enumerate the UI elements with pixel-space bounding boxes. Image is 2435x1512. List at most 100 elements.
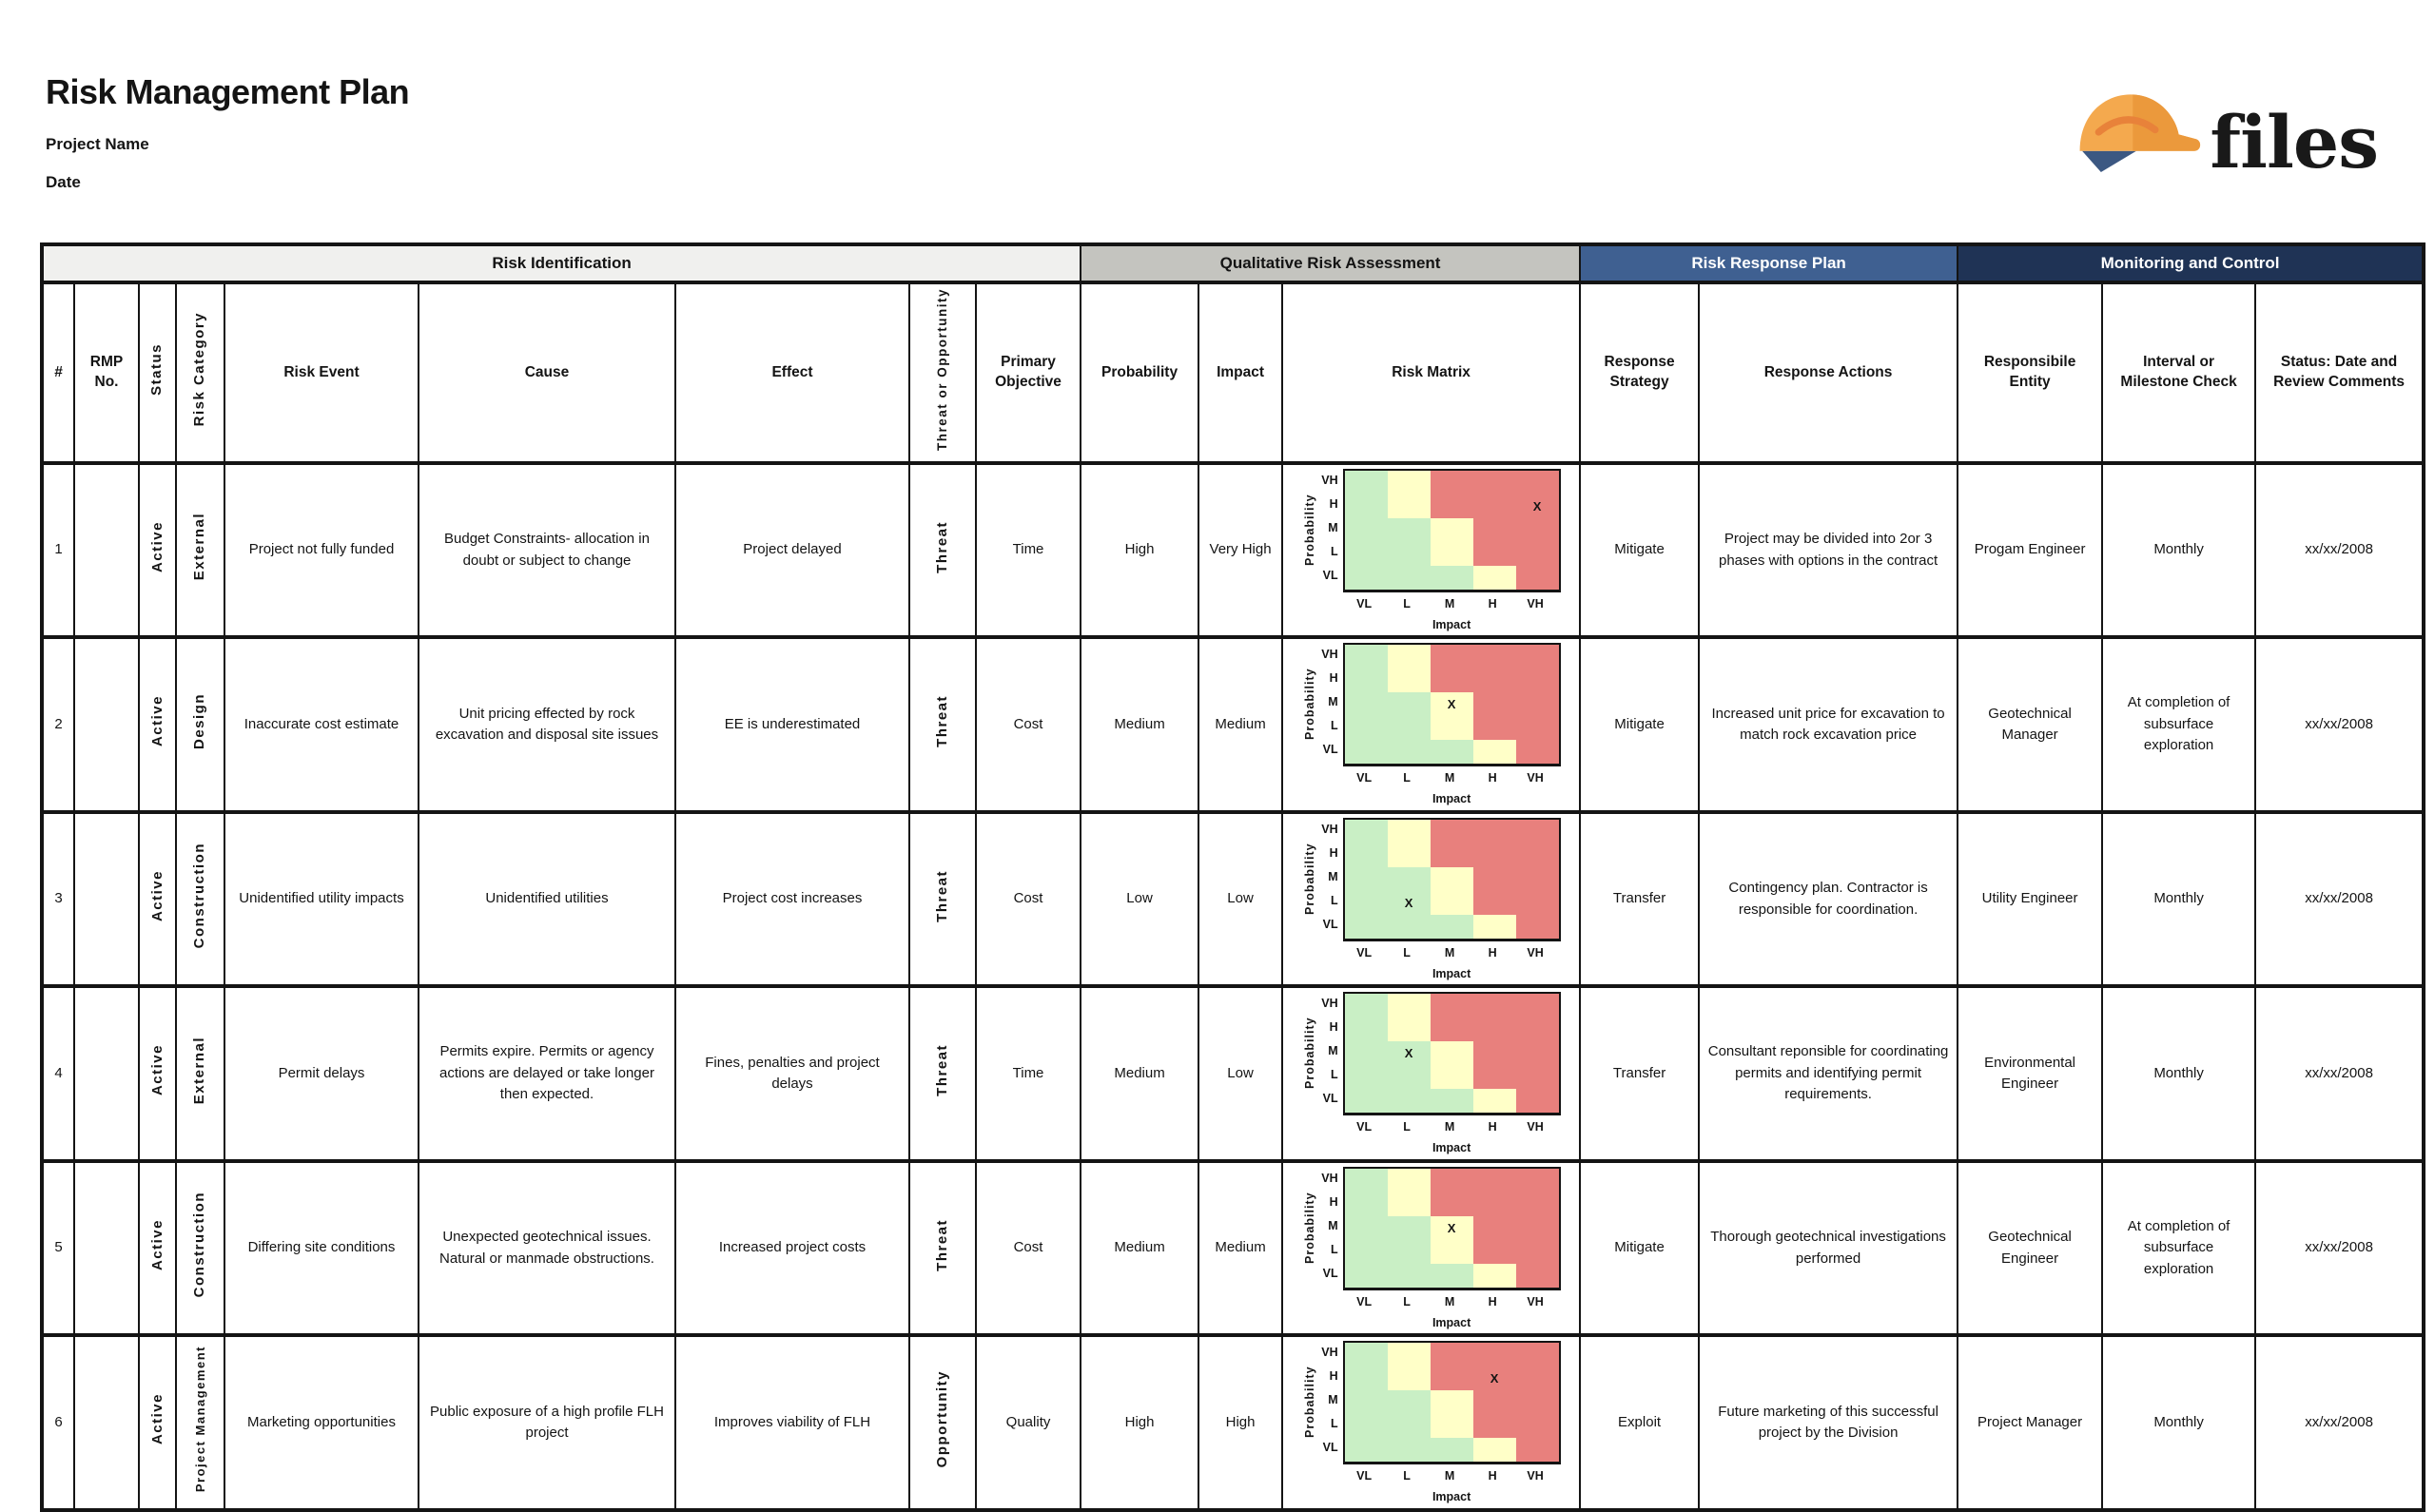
cell-rmp-no — [73, 809, 140, 988]
date-label: Date — [46, 173, 81, 191]
cell-threat-or-opportunity-text: Threat — [933, 1044, 950, 1096]
cell-status-date-review-comments: xx/xx/2008 — [2254, 460, 2425, 639]
matrix-cell — [1515, 843, 1559, 867]
matrix-cell — [1344, 843, 1388, 867]
hardhat-icon — [2079, 94, 2201, 173]
matrix-x-tick: M — [1444, 771, 1455, 785]
cell-responsibile-entity: Environmental Engineer — [1957, 984, 2104, 1162]
cell-primary-objective: Quality — [974, 1333, 1082, 1511]
matrix-cell — [1430, 1438, 1473, 1463]
matrix-cell — [1472, 1215, 1516, 1240]
col-interval-or-milestone-check: Interval or Milestone Check — [2101, 281, 2257, 465]
matrix-cell — [1344, 1168, 1388, 1192]
matrix-x-ticks: VL L M H VH — [1343, 769, 1561, 787]
matrix-cell — [1344, 994, 1388, 1018]
matrix-y-tick: VL — [1322, 568, 1338, 582]
matrix-cell — [1472, 565, 1516, 590]
cell-risk-category-text: Construction — [191, 1192, 208, 1298]
cell-cause: Permits expire. Permits or agency action… — [418, 984, 676, 1162]
matrix-y-tick: H — [1329, 845, 1338, 860]
cell-status-text: Active — [149, 520, 166, 572]
matrix-cell — [1472, 1263, 1516, 1288]
cell-threat-or-opportunity-text: Threat — [933, 1218, 950, 1271]
cell-responsibile-entity: Progam Engineer — [1957, 460, 2104, 639]
matrix-x-axis-label: Impact — [1432, 1141, 1471, 1155]
matrix-cell — [1515, 645, 1559, 669]
cell-risk-category-text: Project Management — [192, 1346, 207, 1493]
cell-status-date-review-comments: xx/xx/2008 — [2254, 1333, 2425, 1511]
cell-response-actions: Thorough geotechnical investigations per… — [1698, 1158, 1959, 1337]
cell-impact: Very High — [1198, 460, 1284, 639]
cell-probability: Medium — [1080, 635, 1200, 813]
risk-matrix-chart: Probability VH H M L VL X VL L M H VH Impact — [1285, 467, 1577, 634]
matrix-cell — [1515, 1367, 1559, 1391]
cell-probability: High — [1080, 1333, 1200, 1511]
matrix-y-tick: VH — [1321, 473, 1338, 487]
matrix-x-tick: M — [1444, 596, 1455, 611]
matrix-cell — [1344, 1263, 1388, 1288]
matrix-cell — [1430, 1390, 1473, 1415]
matrix-cell — [1472, 669, 1516, 693]
matrix-grid: X — [1342, 1341, 1561, 1465]
matrix-plot-area: X VL L M H VH Impact — [1342, 1166, 1561, 1332]
matrix-x-tick: M — [1444, 1294, 1455, 1308]
matrix-x-tick: H — [1488, 945, 1497, 960]
cell-interval-or-milestone-check: Monthly — [2101, 809, 2257, 988]
cell-risk-event: Permit delays — [224, 984, 419, 1162]
cell-interval-or-milestone-check: At completion of subsurface exploration — [2101, 1158, 2257, 1337]
cell-status: Active — [138, 984, 177, 1162]
matrix-x-tick: M — [1444, 1120, 1455, 1134]
risk-row: 2 Active Design Inaccurate cost estimate Uni… — [41, 635, 2425, 813]
matrix-y-tick: M — [1328, 1393, 1338, 1407]
col-risk-event: Risk Event — [224, 281, 419, 465]
matrix-y-tick: VH — [1321, 648, 1338, 662]
cell-status: Active — [138, 1158, 177, 1337]
matrix-grid: X — [1342, 992, 1561, 1116]
matrix-cell — [1515, 1239, 1559, 1264]
cell-primary-objective: Cost — [974, 809, 1082, 988]
risk-row: 3 Active Construction Unidentified utility … — [41, 809, 2425, 988]
matrix-x-tick: M — [1444, 945, 1455, 960]
matrix-y-tick: M — [1328, 695, 1338, 709]
matrix-cell — [1344, 914, 1388, 939]
cell-status-text: Active — [149, 1218, 166, 1270]
matrix-x-tick: VL — [1356, 1120, 1373, 1134]
cell-interval-or-milestone-check: Monthly — [2101, 460, 2257, 639]
matrix-cell — [1344, 819, 1388, 843]
cell-cause: Unidentified utilities — [418, 809, 676, 988]
col-effect: Effect — [674, 281, 910, 465]
brand-logo: files — [2065, 78, 2379, 184]
cell-status-text: Active — [149, 1393, 166, 1445]
matrix-cell — [1387, 1367, 1431, 1391]
cell-threat-or-opportunity: Threat — [908, 635, 977, 813]
cell-threat-or-opportunity-text: Threat — [933, 520, 950, 573]
matrix-y-tick: L — [1330, 1242, 1338, 1256]
matrix-x-tick: VH — [1527, 1294, 1544, 1308]
matrix-cell — [1387, 1239, 1431, 1264]
matrix-y-tick: L — [1330, 893, 1338, 907]
cell-primary-objective: Cost — [974, 635, 1082, 813]
cell-impact: Low — [1198, 809, 1284, 988]
cell-threat-or-opportunity: Threat — [908, 809, 977, 988]
risk-management-table: Risk Identification Qualitative Risk Ass… — [40, 242, 2426, 1512]
matrix-x-tick: L — [1403, 771, 1411, 785]
matrix-cell — [1472, 1168, 1516, 1192]
matrix-cell — [1344, 1367, 1388, 1391]
matrix-cell — [1344, 1414, 1388, 1439]
matrix-cell — [1387, 866, 1431, 891]
matrix-cell — [1344, 565, 1388, 590]
matrix-cell — [1430, 740, 1473, 765]
cell-risk-event: Inaccurate cost estimate — [224, 635, 419, 813]
cell-status-date-review-comments: xx/xx/2008 — [2254, 809, 2425, 988]
matrix-cell — [1430, 1168, 1473, 1192]
col-number: # — [41, 281, 75, 465]
matrix-cell — [1387, 1089, 1431, 1114]
matrix-cell — [1387, 669, 1431, 693]
matrix-y-ticks: VH H M L VL — [1321, 992, 1337, 1111]
brand-text: files — [2210, 99, 2379, 184]
matrix-cell — [1344, 1089, 1388, 1114]
matrix-cell — [1387, 1018, 1431, 1042]
matrix-cell — [1430, 1192, 1473, 1216]
matrix-cell — [1344, 716, 1388, 741]
risk-row: 5 Active Construction Differing site condit… — [41, 1158, 2425, 1337]
